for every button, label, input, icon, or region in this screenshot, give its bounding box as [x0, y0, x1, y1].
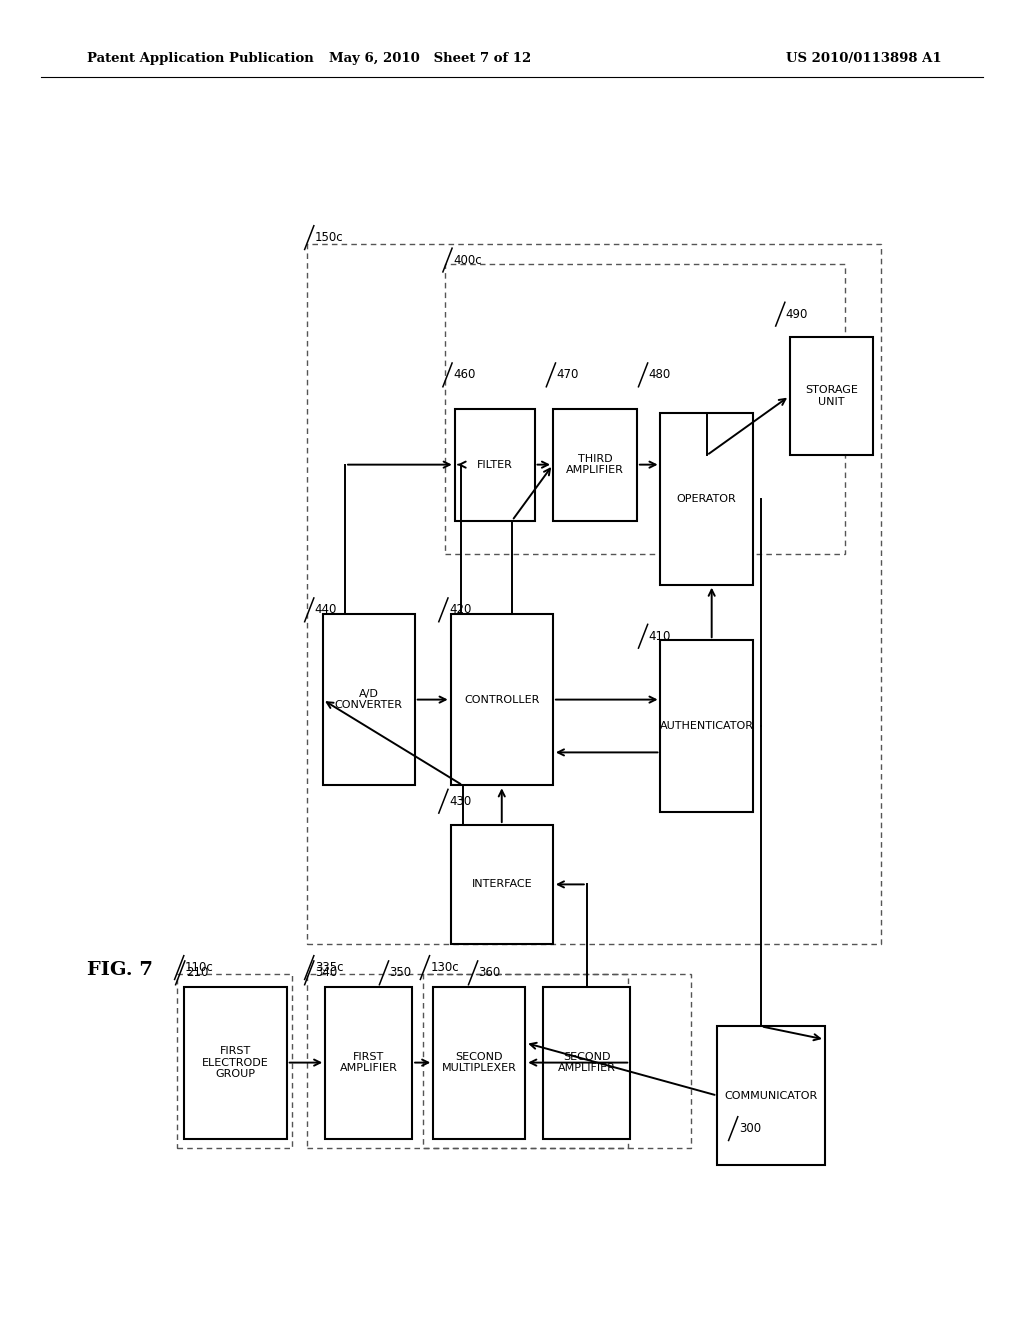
Text: May 6, 2010   Sheet 7 of 12: May 6, 2010 Sheet 7 of 12 [329, 51, 531, 65]
Text: A/D
CONVERTER: A/D CONVERTER [335, 689, 402, 710]
Bar [451, 825, 553, 944]
Text: AUTHENTICATOR: AUTHENTICATOR [659, 721, 754, 731]
Bar [307, 244, 881, 944]
Text: 350: 350 [389, 966, 412, 979]
Text: 335c: 335c [314, 961, 343, 974]
Bar [543, 987, 630, 1138]
Text: 110c: 110c [184, 961, 213, 974]
Text: FIRST
ELECTRODE
GROUP: FIRST ELECTRODE GROUP [202, 1045, 269, 1080]
Bar [445, 264, 845, 554]
Text: 150c: 150c [314, 231, 343, 244]
Bar [433, 987, 525, 1138]
Text: SECOND
AMPLIFIER: SECOND AMPLIFIER [558, 1052, 615, 1073]
Bar [660, 640, 753, 812]
Text: INTERFACE: INTERFACE [471, 879, 532, 890]
Text: 210: 210 [185, 966, 208, 979]
Bar [323, 614, 415, 785]
Bar [790, 337, 873, 455]
Text: 410: 410 [648, 630, 671, 643]
Text: 480: 480 [648, 368, 671, 381]
Text: 340: 340 [314, 966, 337, 979]
Bar [455, 409, 535, 520]
Text: OPERATOR: OPERATOR [677, 494, 736, 504]
Text: 470: 470 [556, 368, 579, 381]
Bar [717, 1027, 825, 1164]
Text: 420: 420 [449, 603, 471, 616]
Text: Patent Application Publication: Patent Application Publication [87, 51, 313, 65]
Text: COMMUNICATOR: COMMUNICATOR [724, 1090, 818, 1101]
Text: SECOND
MULTIPLEXER: SECOND MULTIPLEXER [441, 1052, 517, 1073]
Bar [423, 974, 628, 1148]
Text: STORAGE
UNIT: STORAGE UNIT [805, 385, 858, 407]
Text: 430: 430 [449, 795, 471, 808]
Text: CONTROLLER: CONTROLLER [464, 694, 540, 705]
Text: 490: 490 [785, 308, 808, 321]
Text: FIG. 7: FIG. 7 [87, 961, 153, 979]
Text: 130c: 130c [430, 961, 459, 974]
Bar [307, 974, 691, 1148]
Text: FIRST
AMPLIFIER: FIRST AMPLIFIER [340, 1052, 397, 1073]
Text: 460: 460 [453, 368, 475, 381]
Text: 400c: 400c [453, 253, 481, 267]
Bar [660, 413, 753, 585]
Text: US 2010/0113898 A1: US 2010/0113898 A1 [786, 51, 942, 65]
Bar [451, 614, 553, 785]
Text: 440: 440 [314, 603, 337, 616]
Bar [184, 987, 287, 1138]
Bar [326, 987, 412, 1138]
Text: 300: 300 [738, 1122, 761, 1135]
Bar [177, 974, 292, 1148]
Text: THIRD
AMPLIFIER: THIRD AMPLIFIER [566, 454, 624, 475]
Text: FILTER: FILTER [476, 459, 513, 470]
Text: 360: 360 [478, 966, 501, 979]
Bar [553, 409, 637, 520]
